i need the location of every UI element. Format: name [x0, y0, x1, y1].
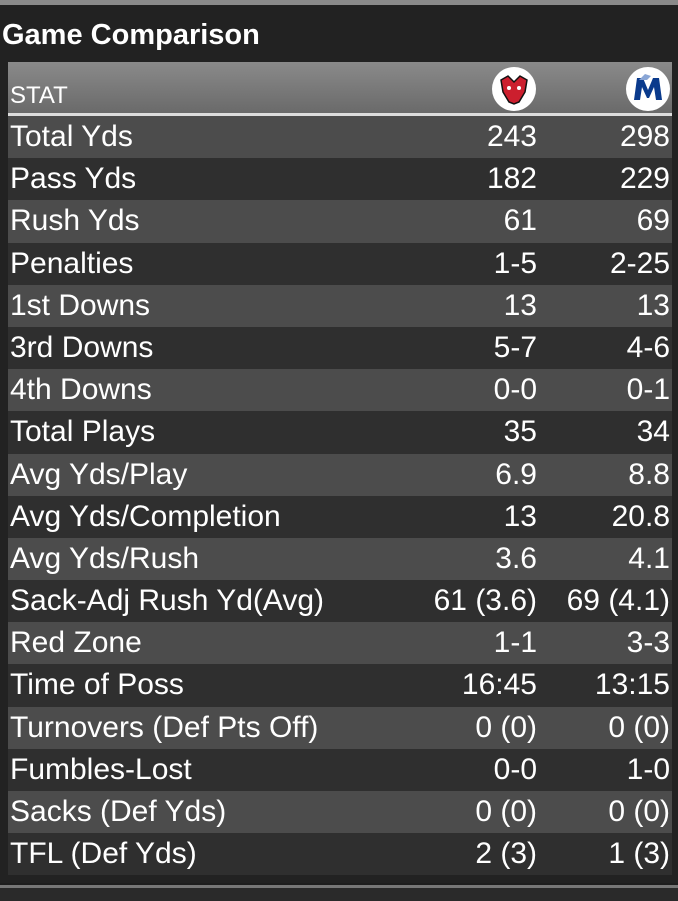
- stat-label: Pass Yds: [10, 162, 137, 196]
- stat-value: 34: [636, 415, 670, 449]
- stats-table: STAT Total Yds 243 298 Pass Yds 182 229 Rush Y…: [8, 62, 672, 876]
- stat-value: 61 (3.6): [433, 584, 537, 618]
- table-row: TFL (Def Yds) 2 (3) 1 (3): [8, 833, 672, 876]
- stat-label: Sack-Adj Rush Yd(Avg): [10, 584, 325, 618]
- table-row: Rush Yds 61 69: [8, 200, 672, 243]
- stat-label: 4th Downs: [10, 373, 152, 407]
- next-panel-edge: [0, 885, 678, 901]
- table-row: 3rd Downs 5-7 4-6: [8, 326, 672, 370]
- table-row: Turnovers (Def Pts Off) 0 (0) 0 (0): [8, 706, 672, 749]
- stat-label: Sacks (Def Yds): [10, 795, 227, 828]
- table-row: Sacks (Def Yds) 0 (0) 0 (0): [8, 791, 672, 834]
- stat-label: Avg Yds/Completion: [10, 499, 281, 533]
- table-row: Pass Yds 182 229: [8, 158, 672, 201]
- stat-value: 1-0: [626, 752, 670, 786]
- team-logo: [626, 67, 670, 111]
- stat-value: 0 (0): [608, 795, 670, 828]
- table-row: 1st Downs 13 13: [8, 284, 672, 327]
- table-row: 4th Downs 0-0 0-1: [8, 369, 672, 412]
- stat-value: 0-0: [493, 752, 537, 786]
- stat-value: 1-1: [493, 626, 537, 660]
- team-logo: [492, 67, 536, 111]
- stat-value: 13: [503, 288, 537, 322]
- column-header: STAT: [10, 82, 68, 109]
- stat-value: 298: [619, 120, 670, 153]
- stat-value: 69: [636, 204, 670, 238]
- stat-value: 1-5: [493, 246, 537, 280]
- stat-value: 5-7: [493, 330, 537, 364]
- stat-label: Time of Poss: [10, 668, 184, 702]
- stat-value: 13: [503, 499, 537, 533]
- stat-value: 13: [636, 288, 670, 322]
- stat-value: 69 (4.1): [566, 584, 670, 618]
- stat-value: 8.8: [628, 457, 670, 491]
- table-row: Time of Poss 16:45 13:15: [8, 664, 672, 707]
- table-row: Avg Yds/Play 6.9 8.8: [8, 453, 672, 496]
- stat-label: 3rd Downs: [10, 330, 154, 364]
- stat-label: Total Yds: [10, 120, 133, 153]
- stat-value: 0 (0): [475, 795, 537, 828]
- table-row: Red Zone 1-1 3-3: [8, 622, 672, 665]
- top-border: [0, 0, 678, 5]
- table-row: Penalties 1-5 2-25: [8, 242, 672, 285]
- stat-value: 243: [486, 120, 537, 153]
- stat-value: 0-1: [626, 373, 670, 407]
- stat-label: 1st Downs: [10, 288, 151, 322]
- stat-value: 13:15: [594, 668, 670, 702]
- stat-value: 4-6: [626, 330, 670, 364]
- stat-label: Avg Yds/Play: [10, 457, 188, 491]
- stat-label: Red Zone: [10, 626, 142, 660]
- stat-label: Fumbles-Lost: [10, 752, 192, 786]
- stat-value: 61: [503, 204, 537, 238]
- table-row: Total Yds 243 298: [8, 116, 672, 159]
- table-body: Total Yds 243 298 Pass Yds 182 229 Rush Yds 61 6…: [8, 116, 672, 876]
- table-row: Sack-Adj Rush Yd(Avg) 61 (3.6) 69 (4.1): [8, 580, 672, 623]
- stat-value: 3.6: [495, 541, 537, 575]
- stat-value: 0 (0): [475, 710, 537, 744]
- stat-label: Turnovers (Def Pts Off): [10, 710, 319, 744]
- table-row: Avg Yds/Completion 13 20.8: [8, 495, 672, 538]
- stat-value: 1 (3): [608, 837, 670, 871]
- stat-label: Rush Yds: [10, 204, 140, 238]
- table-row: Fumbles-Lost 0-0 1-0: [8, 748, 672, 791]
- stat-value: 2-25: [609, 246, 670, 280]
- stat-value: 4.1: [628, 541, 670, 575]
- stat-value: 35: [503, 415, 537, 449]
- panel-title: Game Comparison: [2, 19, 260, 51]
- stat-label: Avg Yds/Rush: [10, 541, 200, 575]
- stat-label: Penalties: [10, 246, 134, 280]
- stat-value: 20.8: [611, 499, 670, 533]
- stat-value: 2 (3): [475, 837, 537, 871]
- table-row: Avg Yds/Rush 3.6 4.1: [8, 537, 672, 581]
- table-header: STAT: [8, 62, 672, 116]
- stat-value: 182: [486, 162, 537, 196]
- stat-value: 229: [619, 162, 670, 196]
- stat-value: 16:45: [461, 668, 537, 702]
- table-row: Total Plays 35 34: [8, 411, 672, 454]
- stat-value: 3-3: [626, 626, 670, 660]
- stat-label: TFL (Def Yds): [10, 837, 197, 871]
- stat-value: 0-0: [493, 373, 537, 407]
- stat-label: Total Plays: [10, 415, 156, 449]
- stat-value: 6.9: [495, 457, 537, 491]
- stat-value: 0 (0): [608, 710, 670, 744]
